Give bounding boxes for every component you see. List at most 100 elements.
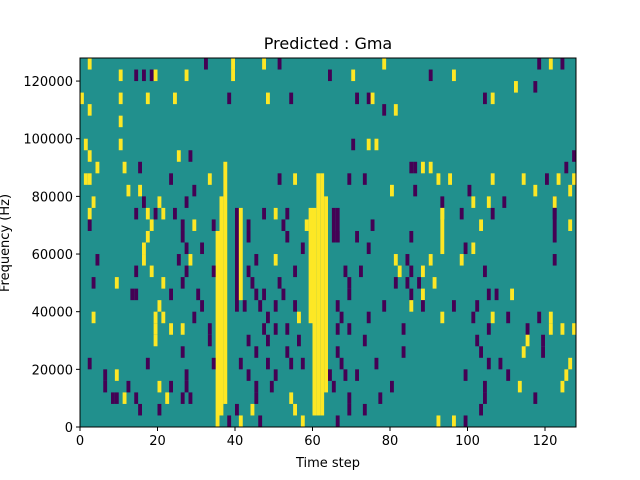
heatmap-cell-134: [459, 254, 464, 266]
heatmap-cell-50: [409, 161, 414, 174]
y-tick-label: 20000: [32, 363, 73, 378]
heatmap-cell-271: [188, 392, 193, 404]
heatmap-cell-286: [227, 415, 232, 427]
heatmap-cell-171: [510, 288, 514, 301]
heatmap-cell-260: [331, 380, 336, 393]
heatmap-cell-265: [111, 392, 115, 404]
heatmap-cell-278: [138, 403, 142, 416]
heatmap-cell-289: [300, 415, 305, 427]
heatmap-cell-257: [184, 380, 189, 393]
heatmap-cell-143: [359, 265, 363, 278]
heatmap-column-3: [235, 207, 239, 312]
heatmap-cell-176: [273, 300, 278, 312]
heatmap-cell-9: [231, 58, 235, 70]
heatmap-cell-230: [87, 357, 92, 370]
heatmap-cell-49: [188, 150, 193, 162]
heatmap-cell-131: [393, 254, 398, 266]
heatmap-cell-193: [471, 311, 476, 324]
heatmap-cell-180: [409, 300, 414, 312]
heatmap-cell-167: [409, 288, 414, 301]
heatmap-cell-197: [548, 311, 553, 324]
heatmap-cell-251: [506, 369, 511, 381]
heatmap-cell-0: [87, 58, 92, 70]
y-tick-label: 120000: [23, 75, 73, 90]
heatmap-cell-119: [142, 242, 146, 255]
heatmap-cell-274: [347, 392, 352, 404]
heatmap-cell-242: [103, 369, 108, 381]
heatmap-cell-280: [235, 403, 239, 416]
heatmap-cell-7: [204, 58, 208, 70]
heatmap-cell-42: [351, 138, 356, 151]
plot-area: [79, 57, 577, 428]
heatmap-cell-139: [211, 265, 216, 278]
heatmap-cell-226: [401, 346, 406, 358]
heatmap-cell-68: [556, 173, 561, 185]
heatmap-cell-292: [452, 415, 456, 427]
heatmap-cell-285: [479, 403, 483, 416]
heatmap-cell-195: [506, 311, 511, 324]
heatmap-cell-253: [103, 380, 108, 393]
heatmap-cell-155: [393, 277, 398, 289]
heatmap-cell-145: [409, 265, 414, 278]
heatmap-cell-215: [246, 334, 251, 347]
heatmap-cell-169: [486, 288, 491, 301]
heatmap-cell-87: [87, 207, 92, 220]
heatmap-cell-261: [390, 380, 394, 393]
heatmap-cell-14: [382, 58, 387, 70]
heatmap-cell-208: [486, 323, 491, 335]
heatmap-cell-73: [390, 184, 394, 197]
heatmap-cell-190: [339, 311, 344, 324]
heatmap-cell-272: [254, 392, 259, 404]
heatmap-cell-281: [250, 403, 255, 416]
heatmap-cell-204: [285, 323, 290, 335]
heatmap-column-1: [219, 196, 224, 416]
heatmap-cell-133: [428, 254, 433, 266]
heatmap-cell-183: [475, 300, 480, 312]
heatmap-cell-102: [180, 219, 185, 231]
heatmap-cell-270: [180, 392, 185, 404]
heatmap-cell-244: [184, 369, 189, 381]
heatmap-cell-40: [366, 138, 371, 151]
heatmap-cell-16: [452, 69, 456, 82]
heatmap-cell-159: [130, 288, 135, 301]
heatmap-cell-238: [374, 357, 379, 370]
heatmap-cell-108: [370, 219, 375, 231]
heatmap-cell-205: [335, 323, 340, 335]
heatmap-column-11: [335, 207, 340, 243]
heatmap-cell-10: [262, 58, 266, 70]
heatmap-cell-239: [486, 357, 491, 370]
heatmap-cell-247: [328, 369, 332, 381]
heatmap-cell-113: [246, 230, 251, 243]
heatmap-cell-154: [347, 277, 352, 289]
heatmap-cell-117: [409, 230, 414, 243]
heatmap-cell-81: [157, 196, 162, 208]
heatmap-cell-191: [366, 311, 371, 324]
heatmap-cell-252: [564, 369, 569, 381]
heatmap-cell-137: [149, 265, 154, 278]
heatmap-cell-212: [572, 323, 576, 335]
heatmap-cell-282: [293, 403, 297, 416]
heatmap-cell-74: [413, 184, 418, 197]
heatmap-cell-279: [157, 403, 162, 416]
heatmap-cell-211: [560, 323, 565, 335]
heatmap-cell-188: [266, 311, 270, 324]
heatmap-cell-221: [541, 334, 545, 347]
heatmap-cell-63: [436, 173, 441, 185]
heatmap-cell-276: [483, 392, 487, 404]
heatmap-cell-229: [541, 346, 545, 358]
heatmap-cell-27: [266, 92, 270, 105]
heatmap-cell-266: [114, 392, 119, 404]
heatmap-cell-210: [548, 323, 553, 335]
heatmap-cell-123: [366, 242, 371, 255]
heatmap-cell-93: [262, 207, 266, 220]
heatmap-cell-138: [184, 265, 189, 278]
heatmap-cell-187: [192, 311, 197, 324]
heatmap-cell-177: [293, 300, 297, 312]
heatmap-cell-287: [238, 415, 243, 427]
heatmap-cell-207: [401, 323, 406, 335]
heatmap-cell-83: [440, 196, 445, 208]
heatmap-cell-196: [537, 311, 542, 324]
heatmap-column-8: [320, 173, 325, 416]
heatmap-cell-34: [483, 92, 487, 105]
heatmap-cell-200: [180, 323, 185, 335]
